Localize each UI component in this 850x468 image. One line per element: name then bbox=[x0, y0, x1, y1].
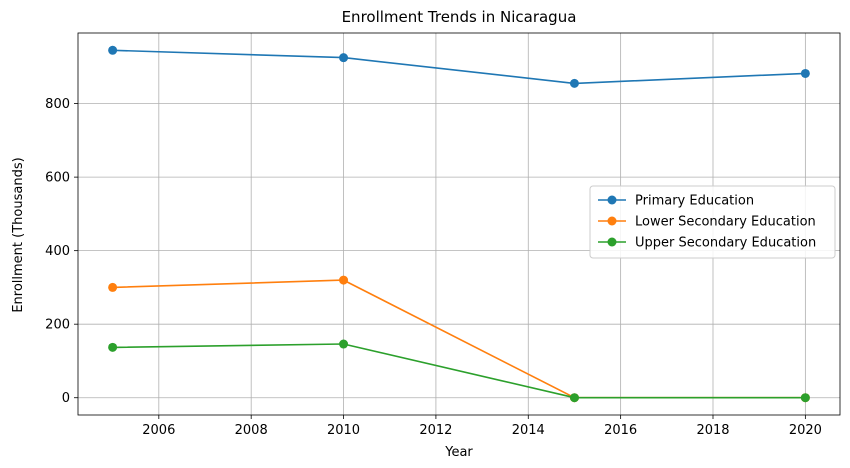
legend-marker bbox=[607, 195, 617, 205]
series-3 bbox=[108, 339, 810, 403]
data-point bbox=[108, 342, 118, 352]
series-1 bbox=[108, 45, 810, 88]
x-tick-label: 2016 bbox=[604, 423, 637, 438]
x-tick-label: 2020 bbox=[789, 423, 822, 438]
data-point bbox=[108, 45, 118, 55]
legend-item: Lower Secondary Education bbox=[598, 215, 816, 230]
x-tick-label: 2014 bbox=[512, 423, 545, 438]
data-point bbox=[569, 78, 579, 88]
data-point bbox=[800, 68, 810, 78]
plot-frame bbox=[77, 32, 841, 416]
data-point bbox=[800, 393, 810, 403]
legend-marker bbox=[607, 216, 617, 226]
y-axis-label: Enrollment (Thousands) bbox=[11, 157, 26, 312]
data-point bbox=[569, 393, 579, 403]
x-tick-label: 2008 bbox=[235, 423, 268, 438]
legend-item: Primary Education bbox=[598, 194, 754, 209]
x-tick-label: 2010 bbox=[327, 423, 360, 438]
y-tick-label: 200 bbox=[45, 318, 70, 333]
x-tick-label: 2006 bbox=[142, 423, 175, 438]
y-tick-label: 800 bbox=[45, 97, 70, 112]
x-tick-label: 2018 bbox=[696, 423, 729, 438]
data-point bbox=[108, 282, 118, 292]
chart-title: Enrollment Trends in Nicaragua bbox=[342, 8, 577, 26]
x-tick-label: 2012 bbox=[419, 423, 452, 438]
series-line bbox=[112, 343, 806, 399]
y-tick-label: 0 bbox=[62, 391, 70, 406]
y-tick-label: 600 bbox=[45, 171, 70, 186]
data-point bbox=[339, 339, 349, 349]
data-point bbox=[339, 53, 349, 63]
series-layer bbox=[108, 45, 810, 403]
legend-label: Primary Education bbox=[635, 194, 754, 209]
ticks: 2006 2008 2010 2012 2014 2016 2018 2020 0 200 400 6… bbox=[45, 97, 822, 438]
legend-label: Lower Secondary Education bbox=[635, 215, 816, 230]
series-line bbox=[112, 49, 806, 85]
x-axis-label: Year bbox=[444, 445, 473, 460]
legend-marker bbox=[607, 237, 617, 247]
legend-label: Upper Secondary Education bbox=[635, 236, 816, 251]
legend-item: Upper Secondary Education bbox=[598, 236, 816, 251]
data-point bbox=[339, 275, 349, 285]
legend: Primary Education Lower Secondary Educati… bbox=[589, 185, 836, 259]
legend-box bbox=[589, 185, 836, 259]
y-tick-label: 400 bbox=[45, 244, 70, 259]
